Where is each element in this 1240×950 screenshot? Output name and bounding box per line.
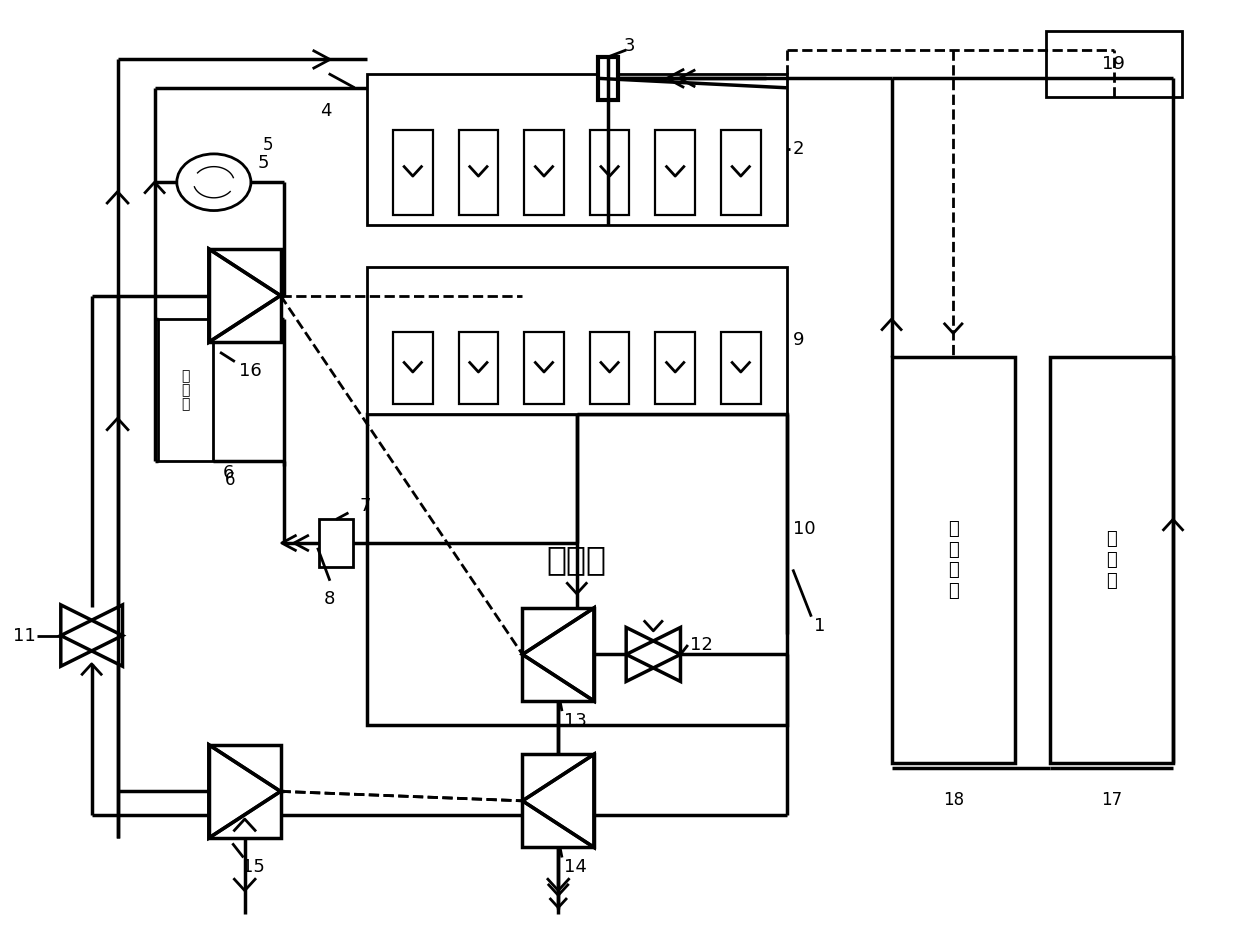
Text: 12: 12 [691,636,713,654]
Bar [208,249,280,342]
Text: 6: 6 [224,470,236,488]
Text: 18: 18 [942,791,963,809]
Text: 中
冷
器: 中 冷 器 [181,369,190,411]
Bar [892,357,1016,763]
Bar [1049,357,1173,763]
Text: 4: 4 [320,102,331,120]
Bar [720,130,760,216]
Bar [720,332,760,404]
Circle shape [177,154,250,211]
Bar [459,332,498,404]
Bar [525,130,564,216]
Bar [393,332,433,404]
Text: 15: 15 [242,858,265,876]
Bar [590,130,630,216]
Text: 1: 1 [813,618,825,636]
Bar [459,130,498,216]
Bar [656,130,694,216]
Bar [525,332,564,404]
Text: 6: 6 [222,464,234,482]
Text: 2: 2 [792,141,805,158]
Bar [319,520,353,566]
Text: 高
压
水
泵: 高 压 水 泵 [947,520,959,600]
Bar [208,745,280,838]
Bar [367,73,786,225]
Text: 柴油机: 柴油机 [547,543,606,577]
Text: 10: 10 [792,521,816,539]
Text: 9: 9 [792,332,805,350]
Bar [522,608,594,701]
Bar [522,754,594,847]
Bar [393,130,433,216]
Text: 7: 7 [360,497,371,515]
Text: 19: 19 [1102,55,1125,73]
Text: 13: 13 [564,712,588,730]
Text: 11: 11 [14,627,36,644]
Bar [159,319,212,461]
Text: 14: 14 [564,858,588,876]
Text: 3: 3 [624,37,635,55]
Bar [656,332,694,404]
Bar [367,267,786,413]
Bar [1045,31,1182,97]
Text: 17: 17 [1101,791,1122,809]
Text: 5: 5 [257,154,269,172]
Bar [367,413,786,725]
Text: 储
水
筱: 储 水 筱 [1106,530,1117,590]
Text: 8: 8 [324,590,336,608]
Text: 16: 16 [238,362,262,380]
Bar [598,57,618,100]
Text: 5: 5 [263,136,274,154]
Bar [590,332,630,404]
